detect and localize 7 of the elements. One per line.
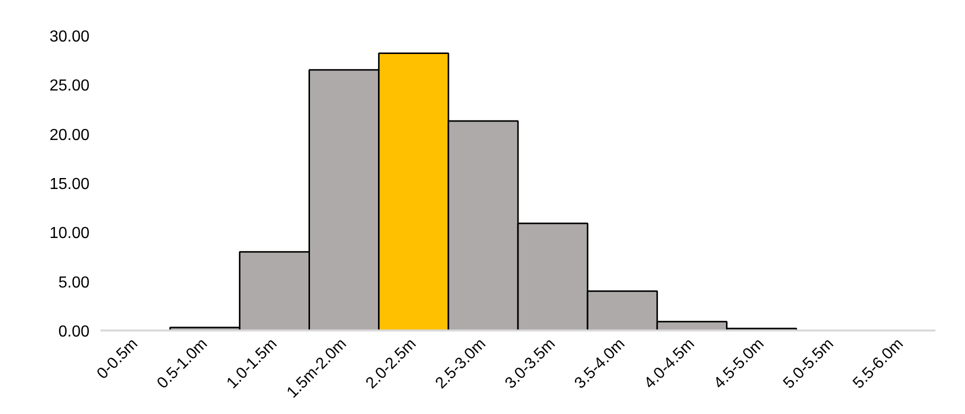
y-tick-label: 5.00 xyxy=(58,274,90,292)
y-tick-label: 15.00 xyxy=(49,176,90,193)
y-tick-label: 0.00 xyxy=(58,324,90,340)
y-tick-label: 20.00 xyxy=(49,126,90,144)
y-tick-label: 25.00 xyxy=(49,78,90,95)
y-tick-label: 30.00 xyxy=(49,28,90,46)
y-tick-label: 10.00 xyxy=(49,225,90,242)
